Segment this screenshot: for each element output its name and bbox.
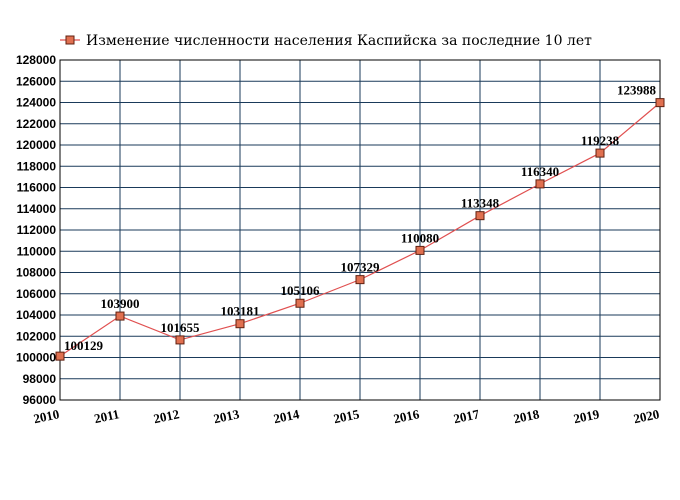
data-point-marker [175,335,185,345]
x-axis-ticks: 2010 2011 2012 2013 2014 2015 2016 2017 2018 2019… [32,406,661,426]
y-axis-ticks: 96000 98000 100000 102000 104000 106000 108000… [16,53,56,407]
y-tick-label: 114000 [17,202,57,216]
x-tick-label: 2015 [332,406,361,426]
data-label: 113348 [461,196,500,211]
plot-frame [59,59,661,401]
data-label: 103181 [221,304,260,319]
series-markers [55,98,665,361]
data-label: 110080 [401,230,439,245]
x-tick-label: 2020 [632,406,661,426]
data-point-marker [595,148,605,158]
data-point-marker [295,298,305,308]
data-label: 105106 [281,283,321,298]
data-label: 116340 [521,164,559,179]
x-tick-label: 2012 [152,406,181,426]
x-tick-label: 2011 [93,406,121,426]
x-tick-label: 2013 [212,406,241,426]
data-label: 100129 [64,338,104,353]
x-tick-label: 2018 [512,406,541,426]
data-label: 103900 [101,296,140,311]
data-point-marker [655,98,665,108]
y-tick-label: 116000 [17,181,57,195]
data-point-marker [55,351,65,361]
y-tick-label: 124000 [16,96,56,110]
y-tick-label: 100000 [16,351,56,365]
y-tick-label: 102000 [16,329,56,343]
x-tick-label: 2014 [272,406,301,426]
data-label: 101655 [161,320,201,335]
data-label: 119238 [581,133,620,148]
data-label: 107329 [341,260,381,275]
data-point-marker [235,319,245,329]
y-tick-label: 106000 [16,287,56,301]
y-tick-label: 122000 [16,117,56,131]
legend: Изменение численности населения Каспийск… [60,33,592,49]
grid [59,59,661,401]
data-point-marker [535,179,545,189]
data-point-marker [475,211,485,221]
data-labels: 100129 103900 101655 103181 105106 107329 1100… [64,83,657,354]
x-tick-label: 2016 [392,406,421,426]
y-tick-label: 104000 [16,308,56,322]
y-tick-label: 96000 [23,393,57,407]
y-tick-label: 108000 [16,266,56,280]
y-tick-label: 120000 [16,138,56,152]
y-tick-label: 98000 [23,372,57,386]
x-tick-label: 2010 [32,406,61,426]
y-tick-label: 110000 [17,244,57,258]
data-label: 123988 [617,83,657,98]
x-tick-label: 2019 [572,406,601,426]
y-tick-label: 126000 [16,74,56,88]
data-point-marker [415,245,425,255]
y-tick-label: 112000 [17,223,57,237]
legend-label: Изменение численности населения Каспийск… [86,33,592,49]
y-tick-label: 128000 [16,53,56,67]
data-point-marker [115,311,125,321]
y-tick-label: 118000 [17,159,57,173]
legend-marker-sample [65,35,75,45]
data-point-marker [355,275,365,285]
x-tick-label: 2017 [452,406,481,426]
